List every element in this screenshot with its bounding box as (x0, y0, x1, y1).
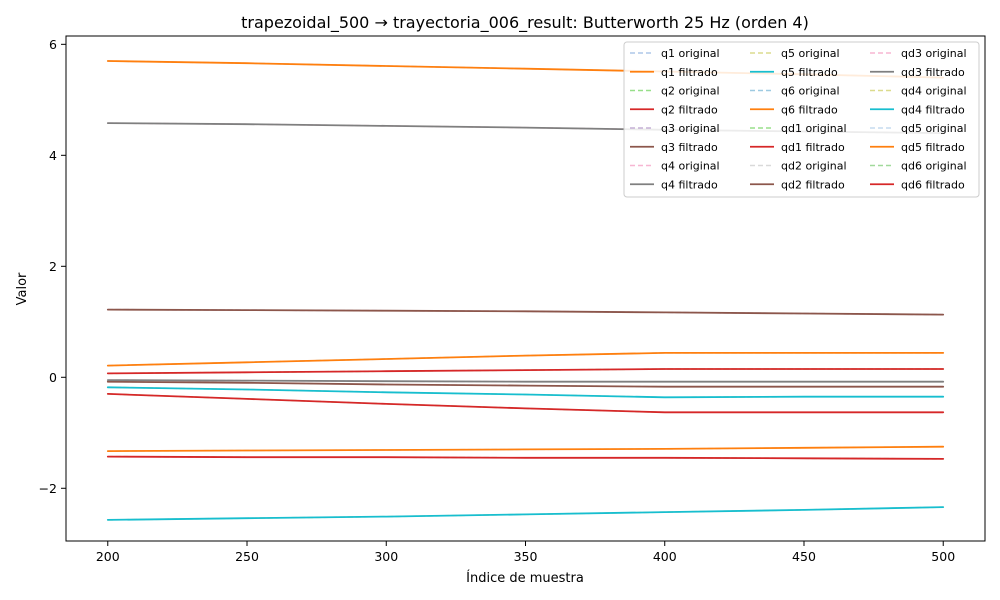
y-axis: −2 0 2 4 6 (39, 37, 66, 496)
legend-label: qd1 filtrado (781, 141, 845, 154)
legend-label: qd4 original (901, 85, 967, 98)
legend-label: qd1 original (781, 122, 847, 135)
legend-label: q6 filtrado (781, 103, 838, 116)
series-line-qd4-filtrado (106, 506, 945, 521)
legend-label: q2 original (661, 85, 720, 98)
series-line-q5-filtrado (106, 386, 945, 399)
series-line-qd2-filtrado (106, 380, 945, 388)
legend-label: q4 original (661, 160, 720, 173)
x-tick-label: 200 (96, 549, 120, 564)
series-line-q2-filtrado (106, 392, 945, 414)
x-tick-label: 500 (931, 549, 955, 564)
legend-label: qd3 original (901, 47, 967, 60)
legend-box (623, 41, 980, 198)
legend-label: qd3 filtrado (901, 66, 965, 79)
series-line-q3-filtrado (106, 308, 945, 316)
y-tick-label: −2 (39, 481, 57, 496)
legend-label: qd4 filtrado (901, 103, 965, 116)
legend-label: qd6 original (901, 160, 967, 173)
legend-label: q3 filtrado (661, 141, 718, 154)
legend-label: q4 filtrado (661, 178, 718, 191)
x-tick-label: 350 (514, 549, 538, 564)
y-tick-label: 2 (49, 259, 57, 274)
x-axis-label: Índice de muestra (466, 570, 584, 586)
series-line-q6-filtrado (106, 351, 945, 367)
legend-label: qd2 original (781, 160, 847, 173)
x-tick-label: 400 (653, 549, 677, 564)
x-tick-label: 300 (374, 549, 398, 564)
legend-label: q6 original (781, 85, 840, 98)
legend-label: q2 filtrado (661, 103, 718, 116)
legend-label: q5 original (781, 47, 840, 60)
legend-label: qd5 original (901, 122, 967, 135)
legend-label: q3 original (661, 122, 720, 135)
legend-label: qd5 filtrado (901, 141, 965, 154)
legend: q1 original q1 filtrado q2 original q2 filt… (623, 41, 980, 198)
x-tick-label: 250 (235, 549, 259, 564)
y-tick-label: 4 (49, 148, 57, 163)
x-tick-label: 450 (792, 549, 816, 564)
legend-label: qd6 filtrado (901, 178, 965, 191)
y-tick-label: 0 (49, 370, 57, 385)
series-line-qd5-filtrado (106, 445, 945, 453)
series-line-qd1-filtrado (106, 368, 945, 375)
series-layer (106, 60, 945, 521)
series-line-qd6-filtrado (106, 455, 945, 460)
y-axis-label: Valor (15, 272, 30, 305)
legend-label: q1 original (661, 47, 720, 60)
series-line-qd3-filtrado (106, 379, 945, 383)
y-tick-label: 6 (49, 37, 57, 52)
legend-label: qd2 filtrado (781, 178, 845, 191)
chart-title: trapezoidal_500 → trayectoria_006_result… (241, 13, 809, 33)
legend-label: q5 filtrado (781, 66, 838, 79)
x-axis: 200 250 300 350 400 450 500 (96, 541, 955, 564)
legend-label: q1 filtrado (661, 66, 718, 79)
